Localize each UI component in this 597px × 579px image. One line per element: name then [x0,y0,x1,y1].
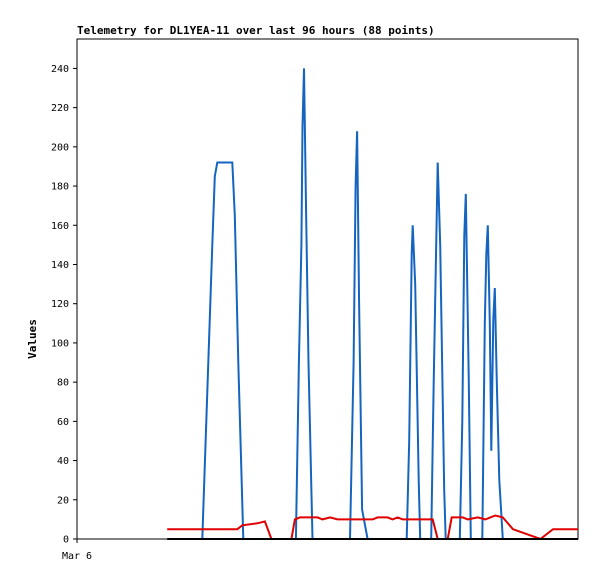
y-tick-label: 120 [51,299,69,310]
plot-area [76,38,579,540]
y-tick-label: 20 [57,495,69,506]
y-tick-label: 220 [51,103,69,114]
chart-title: Telemetry for DL1YEA-11 over last 96 hou… [77,24,435,37]
y-tick-label: 80 [57,378,69,389]
y-tick-label: 200 [51,142,69,153]
y-tick-label: 100 [51,338,69,349]
y-tick-label: 140 [51,260,69,271]
y-tick-label: 0 [63,535,69,546]
series-line-1 [184,68,504,540]
y-tick-label: 160 [51,221,69,232]
y-tick-label: 240 [51,64,69,75]
y-axis-label: Values [26,319,39,359]
y-tick-label: 60 [57,417,69,428]
y-tick-label: 40 [57,456,69,467]
y-axis: 0 20 40 60 80 100 120 140 160 180 200 220 240 [51,64,77,546]
y-tick-label: 180 [51,182,69,193]
x-tick-label: Mar 6 [62,551,92,562]
x-axis: Mar 6 [62,539,92,562]
series-layer [167,68,578,541]
series-line-2 [167,514,578,541]
